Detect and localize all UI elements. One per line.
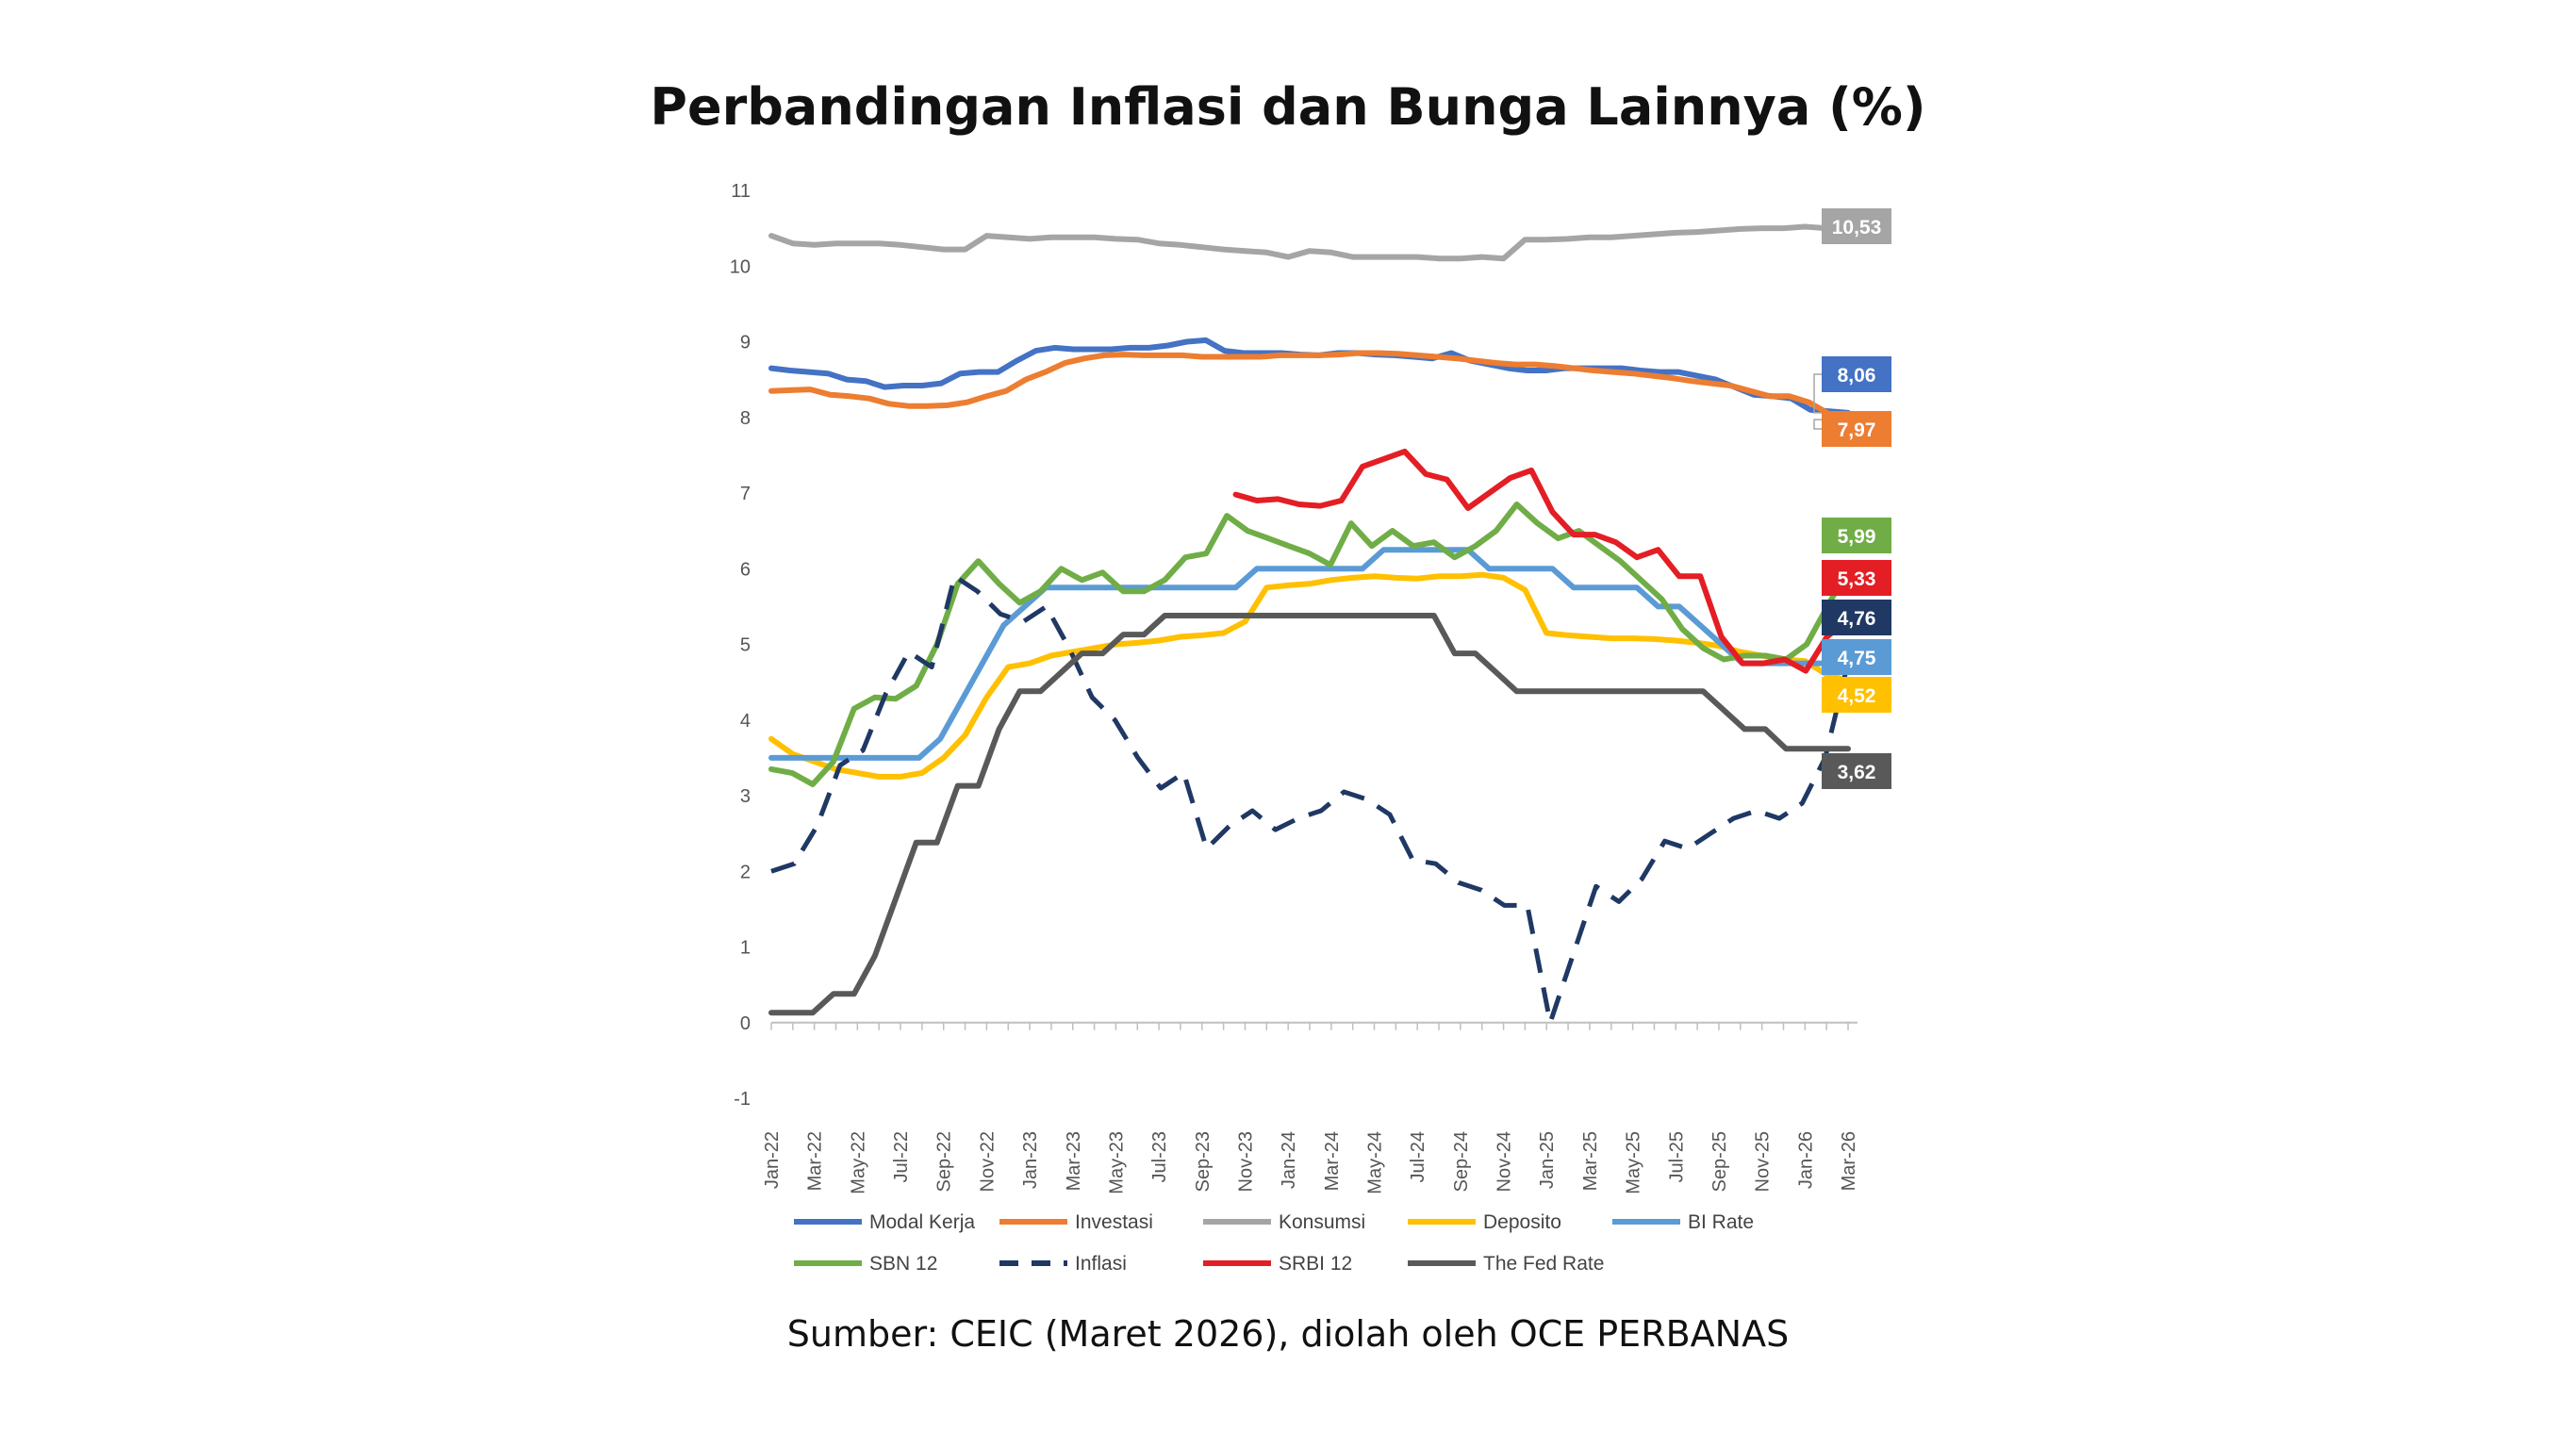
series-line-srbi-12: [1232, 448, 1851, 674]
legend-label: BI Rate: [1688, 1211, 1754, 1233]
end-label-value: 4,52: [1838, 685, 1876, 707]
legend-label: SRBI 12: [1279, 1253, 1352, 1275]
x-tick-label: Mar-26: [1839, 1131, 1859, 1191]
x-tick-label: Jan-26: [1795, 1131, 1816, 1189]
end-label-value: 3,62: [1838, 762, 1876, 783]
y-tick-label: 9: [740, 333, 751, 354]
x-tick-label: May-24: [1365, 1131, 1386, 1194]
y-tick-label: 1: [740, 938, 751, 959]
series-lines: [768, 222, 1851, 1026]
end-label-value: 5,99: [1838, 526, 1876, 548]
x-tick-label: Mar-23: [1064, 1131, 1084, 1191]
x-tick-label: Jul-22: [891, 1131, 912, 1182]
x-tick-label: Jul-24: [1408, 1131, 1428, 1182]
x-tick-label: Jan-24: [1279, 1131, 1299, 1189]
series-line-konsumsi: [768, 222, 1851, 262]
x-tick-label: Nov-22: [977, 1131, 998, 1192]
legend-label: Modal Kerja: [869, 1211, 975, 1233]
source-note: Sumber: CEIC (Maret 2026), diolah oleh O…: [786, 1313, 1790, 1355]
legend-label: Inflasi: [1075, 1253, 1127, 1275]
end-label-box: [1822, 600, 1891, 635]
end-label-value: 5,33: [1838, 568, 1876, 590]
y-tick-label: 11: [731, 181, 751, 202]
legend-label: Investasi: [1075, 1211, 1153, 1233]
legend-label: Deposito: [1483, 1211, 1561, 1233]
y-tick-label: 8: [740, 408, 751, 429]
series-end-labels: 8,06 7,97 10,53 4,52 4,75 5,99 4,76 5,33 3,62: [1813, 208, 1891, 789]
legend-label: SBN 12: [869, 1253, 937, 1275]
x-tick-label: May-25: [1624, 1131, 1644, 1194]
series-line-the-fed-rate: [768, 613, 1851, 1016]
end-label-box: [1822, 411, 1891, 447]
x-tick-label: Nov-24: [1494, 1131, 1515, 1192]
chart-legend: Modal Kerja Investasi Konsumsi Deposito BI R…: [794, 1211, 1754, 1275]
y-tick-label: 7: [740, 484, 751, 504]
y-tick-label: 3: [740, 786, 751, 807]
end-label-box: [1822, 639, 1891, 675]
end-label-box: [1822, 356, 1891, 392]
x-tick-label: Jan-25: [1537, 1131, 1558, 1189]
x-tick-label: Sep-22: [934, 1131, 955, 1193]
y-tick-label: -1: [734, 1089, 751, 1110]
series-line-deposito: [768, 571, 1851, 780]
legend-label: The Fed Rate: [1483, 1253, 1604, 1275]
x-tick-label: Mar-24: [1322, 1131, 1343, 1191]
x-tick-label: Nov-23: [1235, 1131, 1256, 1192]
end-label-box: [1822, 560, 1891, 596]
x-tick-label: Mar-22: [805, 1131, 826, 1191]
y-tick-label: 2: [740, 862, 751, 882]
y-tick-label: 6: [740, 559, 751, 580]
series-line-investasi: [768, 350, 1851, 423]
x-tick-label: Jan-23: [1020, 1131, 1041, 1189]
legend-label: Konsumsi: [1279, 1211, 1365, 1233]
x-tick-label: Sep-23: [1193, 1131, 1214, 1193]
x-tick-label: May-22: [848, 1131, 868, 1194]
x-tick-label: Jul-25: [1666, 1131, 1687, 1182]
y-tick-label: 4: [740, 711, 751, 732]
end-label-box: [1822, 677, 1891, 713]
series-line-modal-kerja: [768, 337, 1851, 416]
chart-axes: [770, 1021, 1858, 1030]
y-tick-label: 0: [740, 1013, 751, 1034]
y-tick-label: 10: [730, 256, 751, 277]
x-tick-label: May-23: [1106, 1131, 1127, 1194]
x-tick-label: Jul-23: [1149, 1131, 1170, 1182]
end-label-value: 4,75: [1838, 648, 1876, 669]
x-axis-tick-labels: Jan-22 Mar-22 May-22 Jul-22 Sep-22 Nov-22 Jan-…: [762, 1131, 1859, 1194]
x-tick-label: Mar-25: [1580, 1131, 1601, 1191]
end-label-box: [1822, 753, 1891, 789]
series-line-sbn-12: [768, 502, 1851, 787]
end-label-value: 7,97: [1838, 420, 1876, 441]
end-label-value: 4,76: [1838, 608, 1876, 630]
end-label-box: [1822, 208, 1891, 244]
end-label-value: 8,06: [1838, 365, 1876, 387]
end-label-box: [1822, 518, 1891, 553]
series-line-inflasi: [770, 573, 1851, 1026]
end-label-value: 10,53: [1832, 217, 1882, 239]
y-axis-tick-labels: -1 0 1 2 3 4 5 6 7 8 9 10 11: [730, 181, 751, 1110]
y-tick-label: 5: [740, 635, 751, 656]
x-tick-label: Sep-25: [1709, 1131, 1730, 1193]
x-tick-label: Sep-24: [1451, 1131, 1472, 1193]
x-tick-label: Jan-22: [762, 1131, 783, 1189]
chart-title: Perbandingan Inflasi dan Bunga Lainnya (…: [650, 77, 1926, 137]
x-tick-label: Nov-25: [1753, 1131, 1774, 1192]
